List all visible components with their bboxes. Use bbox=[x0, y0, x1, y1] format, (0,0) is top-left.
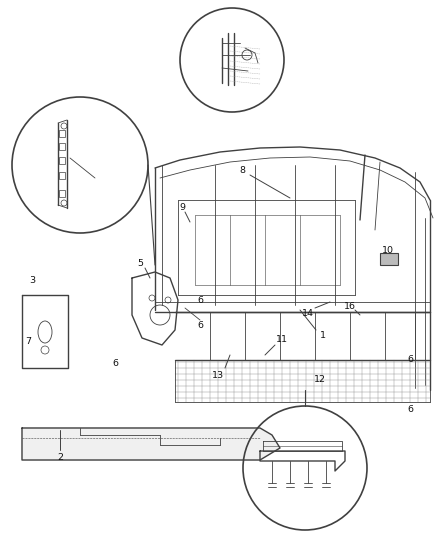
Text: 5: 5 bbox=[137, 259, 143, 268]
Bar bbox=[59, 143, 65, 150]
Text: 6: 6 bbox=[197, 320, 202, 329]
Bar bbox=[379, 253, 397, 265]
Bar bbox=[59, 190, 65, 197]
Bar bbox=[59, 130, 65, 137]
Text: 11: 11 bbox=[276, 335, 287, 344]
Text: 6: 6 bbox=[112, 359, 118, 367]
Text: 6: 6 bbox=[406, 356, 412, 365]
Text: 14: 14 bbox=[301, 309, 313, 318]
Text: 6: 6 bbox=[197, 295, 202, 304]
Text: 12: 12 bbox=[313, 376, 325, 384]
Text: 2: 2 bbox=[57, 454, 63, 463]
Text: 7: 7 bbox=[25, 337, 31, 346]
Text: 16: 16 bbox=[343, 302, 355, 311]
Text: 9: 9 bbox=[179, 203, 184, 212]
Polygon shape bbox=[22, 428, 279, 460]
Bar bbox=[59, 157, 65, 164]
Text: 10: 10 bbox=[381, 246, 393, 254]
Text: 1: 1 bbox=[319, 330, 325, 340]
Text: 13: 13 bbox=[212, 370, 223, 379]
Bar bbox=[59, 172, 65, 179]
Text: 3: 3 bbox=[29, 276, 35, 285]
Text: 8: 8 bbox=[238, 166, 244, 174]
Text: 6: 6 bbox=[406, 406, 412, 415]
